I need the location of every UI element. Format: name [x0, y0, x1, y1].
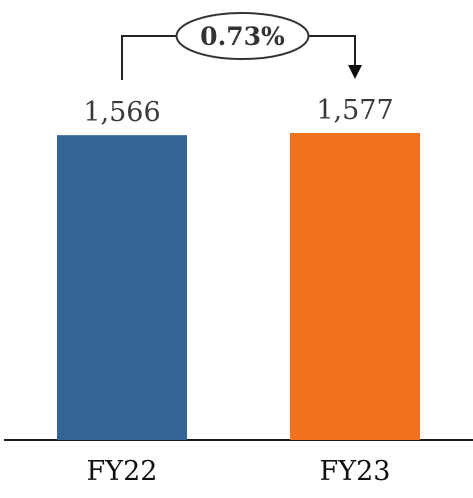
data-label-fy23: 1,577: [316, 95, 393, 126]
bar-fy22: [57, 135, 187, 440]
x-tick-label-fy22: FY22: [87, 456, 158, 487]
data-label-fy22: 1,566: [83, 97, 160, 128]
bar-fy23: [290, 133, 420, 440]
labels-layer: 1,566 FY22 1,577 FY23: [83, 95, 393, 487]
bars-layer: [57, 133, 420, 440]
x-tick-label-fy23: FY23: [320, 456, 391, 487]
change-percent-label: 0.73%: [200, 22, 285, 51]
change-badge-ellipse: [175, 12, 310, 60]
change-annotation: 0.73%: [121, 12, 362, 80]
arrow-down-icon: [348, 65, 362, 79]
